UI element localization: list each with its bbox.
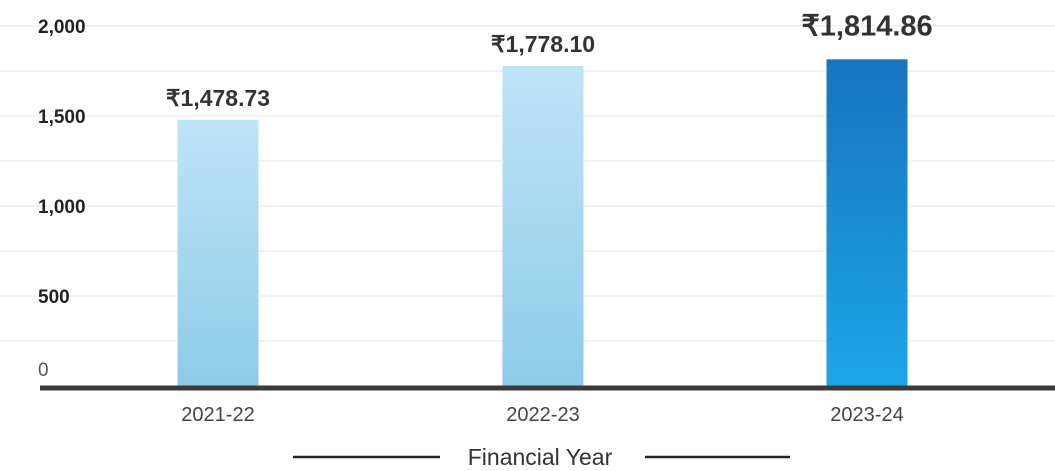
y-tick-label: 500: [38, 287, 70, 308]
x-tick-label: 2021-22: [181, 404, 254, 426]
bars: [177, 59, 908, 387]
y-tick-label: 1,000: [38, 197, 86, 218]
y-tick-label: 0: [38, 360, 49, 381]
data-label: ₹1,778.10: [491, 31, 595, 57]
bar: [177, 119, 259, 386]
y-tick-label: 1,500: [38, 107, 86, 128]
x-axis-ticks: 2021-22 2022-23 2023-24: [181, 404, 903, 426]
data-label: ₹1,814.86: [801, 10, 932, 42]
x-tick-label: 2023-24: [830, 404, 903, 426]
y-tick-label: 2,000: [38, 17, 86, 38]
y-axis-ticks: 0 500 1,000 1,500 2,000: [38, 17, 86, 381]
data-label: ₹1,478.73: [166, 85, 270, 111]
bar: [826, 59, 908, 387]
x-axis-title: Financial Year: [468, 444, 613, 470]
bar: [502, 65, 584, 386]
data-labels: ₹1,478.73 ₹1,778.10 ₹1,814.86: [166, 10, 933, 111]
x-tick-label: 2022-23: [506, 404, 579, 426]
